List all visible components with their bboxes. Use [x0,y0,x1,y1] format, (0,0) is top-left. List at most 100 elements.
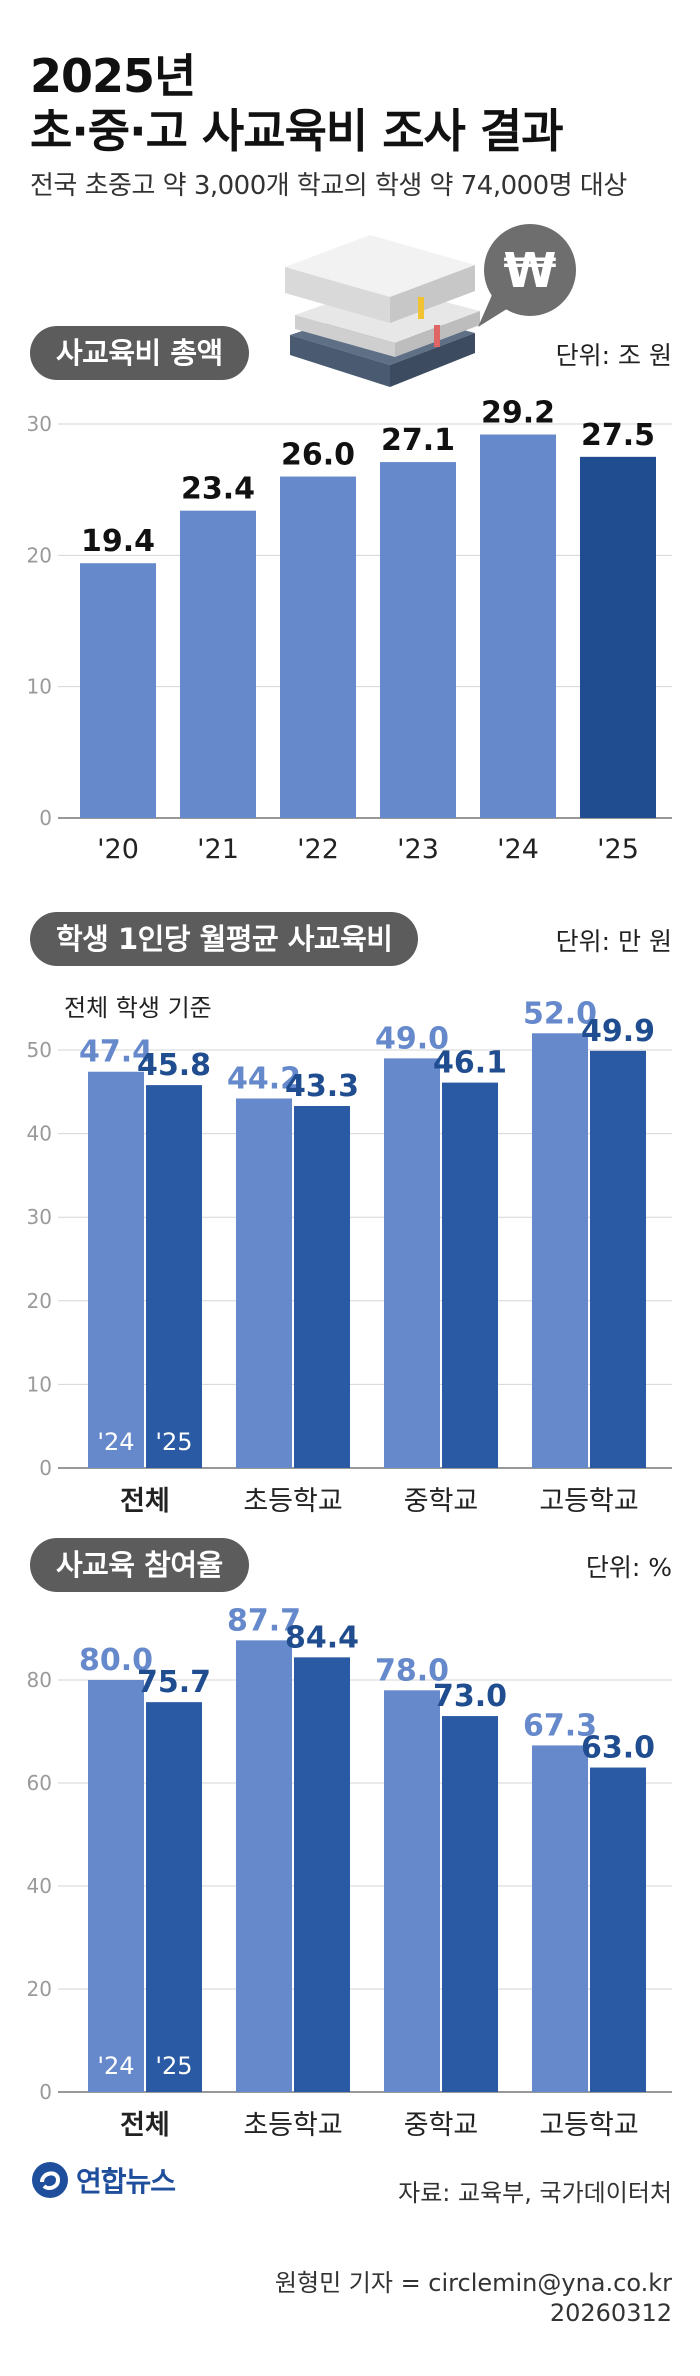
bar [532,1033,588,1468]
data-label: 47.4 [79,1035,153,1070]
yonhap-logo: 연합뉴스 [30,2160,176,2200]
y-tick-label: 30 [27,1205,52,1229]
y-tick-label: 0 [39,2080,52,2104]
data-label: 46.1 [433,1046,507,1081]
series-label: '24 [97,1428,134,1456]
page-subtitle: 전국 초중고 약 3,000개 학교의 학생 약 74,000명 대상 [30,171,627,201]
data-label: 73.0 [433,1679,507,1714]
data-label: 23.4 [181,472,255,507]
bar [442,1082,498,1468]
data-label: 44.2 [227,1061,301,1096]
bar [532,1745,588,2092]
data-label: 63.0 [581,1731,655,1766]
y-tick-label: 20 [27,543,52,567]
bar [236,1098,292,1468]
y-tick-label: 20 [27,1289,52,1313]
bar [180,510,256,818]
x-tick-label: 초등학교 [243,2110,342,2141]
won-bubble-icon: ₩ [478,224,576,327]
data-label: 52.0 [523,996,597,1031]
data-label: 49.0 [375,1021,449,1056]
data-label: 45.8 [137,1048,211,1083]
x-tick-label: 고등학교 [539,1486,638,1517]
monthly-spending-chart: 0 10 20 30 40 50 47.4 '24 45.8 '25 전체 44.243.3 초등학교 4… [27,996,672,1517]
x-tick-label: 중학교 [404,1486,479,1517]
logo-text: 연합뉴스 [76,2165,176,2198]
data-label: 84.4 [285,1620,359,1655]
y-tick-label: 10 [27,675,52,699]
books-icon [285,235,480,387]
data-label: 87.7 [227,1603,301,1638]
date-text: 20260312 [549,2299,672,2327]
section-monthly-unit: 단위: 만 원 [555,927,672,956]
data-label: 27.1 [381,423,455,458]
data-label: 29.2 [481,396,555,431]
x-tick-label: 고등학교 [539,2110,638,2141]
x-tick-label: '20 [97,834,139,865]
participation-rate-chart: 0 20 40 60 80 80.0 '24 75.7 '25 전체 87.784.4 초등학교 78.… [27,1603,672,2141]
data-label: 67.3 [523,1708,597,1743]
won-symbol: ₩ [504,243,557,299]
y-tick-label: 10 [27,1372,52,1396]
yonhap-emblem-icon [32,2162,68,2198]
x-tick-label: '22 [297,834,339,865]
data-label: 26.0 [281,438,355,473]
bar [80,563,156,818]
y-tick-label: 0 [39,1456,52,1480]
series-label: '25 [155,2052,192,2080]
y-tick-label: 40 [27,1874,52,1898]
x-tick-label: '24 [497,834,539,865]
x-tick-label: 전체 [120,2110,170,2141]
y-tick-label: 40 [27,1122,52,1146]
y-tick-label: 80 [27,1668,52,1692]
section-rate-pill: 사교육 참여율 [30,1538,249,1592]
data-label: 78.0 [375,1653,449,1688]
x-tick-label: 중학교 [404,2110,479,2141]
bar [236,1640,292,2092]
section-rate-unit: 단위: % [585,1553,672,1582]
bar [380,462,456,818]
bar [146,1702,202,2092]
section-total-pill: 사교육비 총액 [30,326,249,380]
section-monthly-pill: 학생 1인당 월평균 사교육비 [30,912,419,966]
page-title: 초·중·고 사교육비 조사 결과 [30,104,564,158]
section-total-unit: 단위: 조 원 [555,341,672,370]
source-text: 자료: 교육부, 국가데이터처 [398,2179,672,2207]
series-label: '25 [155,1428,192,1456]
data-label: 80.0 [79,1643,153,1678]
bar [294,1106,350,1468]
page-title-year: 2025년 [30,49,196,103]
x-tick-label: '23 [397,834,439,865]
y-tick-label: 0 [39,806,52,830]
y-tick-label: 60 [27,1771,52,1795]
data-label: 49.9 [581,1014,655,1049]
bar [590,1050,646,1468]
section-monthly-note: 전체 학생 기준 [64,994,212,1022]
y-tick-label: 50 [27,1038,52,1062]
data-label: 43.3 [285,1069,359,1104]
y-tick-label: 20 [27,1977,52,2001]
reporter-text: 원형민 기자 = circlemin@yna.co.kr [274,2269,672,2297]
total-spending-chart: 0 10 20 30 19.4 '20 23.4 '21 26.0 '22 27.1 '23 29.2 '… [27,396,672,865]
bar [384,1058,440,1468]
bar [146,1085,202,1468]
won-speech-bubble-books-icon: ₩ [285,224,576,387]
bar [580,456,656,818]
bar [88,1680,144,2092]
x-tick-label: 전체 [120,1486,170,1517]
bar [384,1690,440,2092]
y-tick-label: 30 [27,412,52,436]
bar [480,434,556,818]
data-label: 19.4 [81,524,155,559]
x-tick-label: '25 [597,834,639,865]
bar [294,1657,350,2092]
series-label: '24 [97,2052,134,2080]
bar [442,1716,498,2092]
bar [590,1767,646,2092]
bar [88,1071,144,1468]
data-label: 27.5 [581,418,655,453]
bar [280,476,356,818]
x-tick-label: 초등학교 [243,1486,342,1517]
x-tick-label: '21 [197,834,239,865]
data-label: 75.7 [137,1665,211,1700]
